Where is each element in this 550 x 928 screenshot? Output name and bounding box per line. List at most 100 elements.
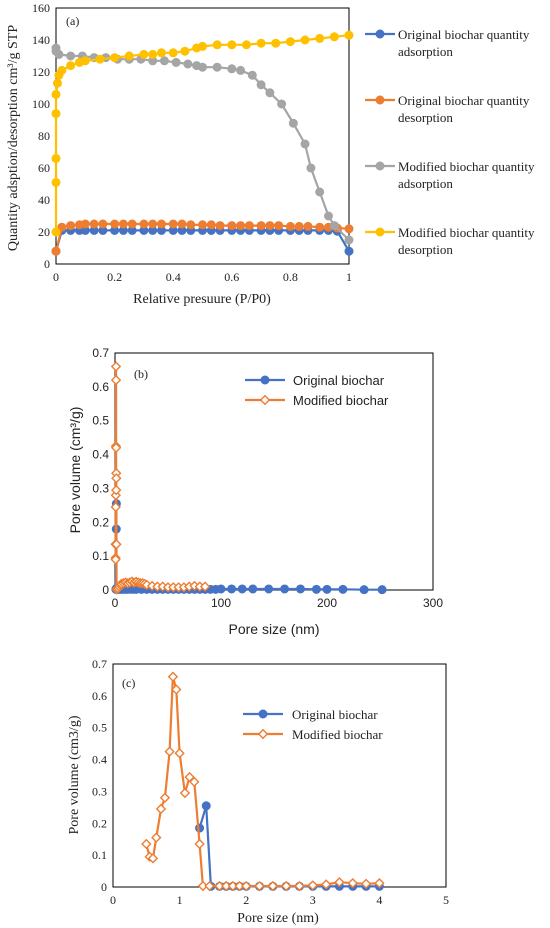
x-axis-ticks: 0 0.2 0.4 0.6 0.8 1 (53, 270, 352, 284)
y-axis-ticks: 0 20 40 60 80 100 120 140 160 (32, 1, 50, 271)
data-point (159, 792, 171, 803)
data-point (51, 109, 61, 119)
data-point (51, 177, 61, 187)
data-point (236, 221, 246, 231)
y-tick-label: 80 (38, 129, 50, 143)
legend-swatch-marker (259, 394, 271, 406)
panel-label: (b) (134, 367, 148, 381)
data-point (174, 748, 185, 759)
chart-panel-a: (a) 0 20 40 60 80 100 120 140 160 0 0.2 0.4 0.6 0.8 1… (6, 1, 535, 307)
data-point (204, 880, 215, 892)
data-point (98, 219, 108, 229)
data-point (241, 880, 252, 892)
legend: Original biochar quantity adsorption Origi… (365, 27, 535, 257)
plot-frame (112, 663, 447, 888)
legend-label: Original biochar quantity adsorption (398, 27, 530, 59)
data-point (265, 88, 275, 98)
y-tick-label: 0.2 (92, 816, 107, 830)
panel-label: (c) (122, 676, 135, 690)
legend-swatch-marker (375, 95, 385, 105)
y-tick-label: 20 (38, 225, 50, 239)
data-point (164, 746, 175, 757)
data-point (347, 877, 358, 889)
data-point (118, 219, 128, 229)
data-point (338, 584, 348, 594)
plot-frame (114, 352, 434, 591)
y-tick-label: 100 (32, 97, 50, 111)
data-point (66, 221, 76, 231)
data-point (111, 539, 122, 550)
legend-item: Modified biochar quantity desorption (365, 225, 535, 257)
data-point (306, 163, 316, 173)
series-modified-biochar-quantity-desorption (51, 30, 354, 237)
data-point (344, 224, 354, 234)
y-tick-label: 0.2 (92, 515, 109, 529)
data-point (184, 771, 195, 783)
y-tick-label: 0.7 (92, 346, 109, 360)
x-axis-ticks: 0 1 2 3 4 5 (110, 893, 449, 907)
data-point (285, 221, 295, 231)
data-point (159, 56, 169, 66)
data-point (141, 838, 152, 850)
y-axis-title: Quantity adsption/desorption cm³/g STP (6, 25, 21, 251)
data-point (359, 585, 369, 595)
series-modified-biochar (110, 361, 211, 595)
series-line (114, 365, 206, 591)
data-point (274, 221, 284, 231)
data-point (344, 30, 354, 40)
y-tick-label: 0 (44, 257, 50, 271)
data-point (212, 40, 222, 50)
data-point (139, 219, 149, 229)
data-point (320, 879, 332, 890)
data-point (52, 78, 62, 88)
y-axis-title: Pore volume (cm³/g) (67, 407, 83, 534)
data-point (199, 581, 211, 592)
data-point (57, 65, 67, 75)
x-axis-title: Pore size (nm) (228, 621, 319, 637)
data-point (54, 49, 64, 59)
chart-panel-b: (b) 0 0.1 0.2 0.3 0.4 0.5 0.6 0.7 0 100 200 300 Po… (67, 346, 443, 637)
data-point (256, 80, 266, 90)
x-tick-label: 5 (443, 893, 449, 907)
data-point (201, 801, 211, 811)
data-point (212, 62, 222, 72)
data-point (254, 880, 265, 892)
data-point (110, 554, 121, 565)
data-point (66, 61, 76, 71)
series-modified-biochar-quantity-adsorption (51, 43, 354, 245)
data-point (51, 153, 61, 163)
data-point (277, 99, 287, 109)
data-point (186, 220, 196, 230)
data-point (241, 40, 251, 50)
legend-item: Original biochar (243, 707, 378, 722)
data-point (248, 584, 258, 594)
y-axis-ticks: 0 0.1 0.2 0.3 0.4 0.5 0.6 0.7 (92, 657, 107, 894)
series-group (51, 30, 354, 256)
data-point (180, 46, 190, 56)
y-tick-label: 0.1 (92, 848, 107, 862)
legend-item: Modified biochar (245, 393, 389, 408)
y-tick-label: 40 (38, 193, 50, 207)
series-modified-biochar (141, 671, 385, 892)
data-point (206, 220, 216, 230)
legend-label: Modified biochar (292, 727, 383, 742)
data-point (265, 221, 275, 231)
data-point (267, 880, 279, 892)
data-point (80, 219, 90, 229)
data-point (183, 59, 193, 69)
chart-panel-c: (c) 0 0.1 0.2 0.3 0.4 0.5 0.6 0.7 0 1 2 3 4 5 Pore s… (67, 657, 449, 926)
data-point (221, 880, 232, 892)
x-tick-label: 200 (317, 596, 337, 610)
legend-item: Original biochar quantity desorption (365, 93, 530, 125)
data-point (360, 878, 372, 890)
series-original-biochar (195, 801, 384, 891)
data-point (197, 880, 209, 892)
data-point (377, 585, 387, 595)
data-point (374, 877, 385, 889)
data-point (264, 584, 274, 594)
series-line (114, 502, 383, 591)
data-point (227, 64, 237, 74)
legend-label: Original biochar (293, 373, 385, 388)
y-tick-label: 160 (32, 1, 50, 15)
data-point (124, 51, 134, 61)
